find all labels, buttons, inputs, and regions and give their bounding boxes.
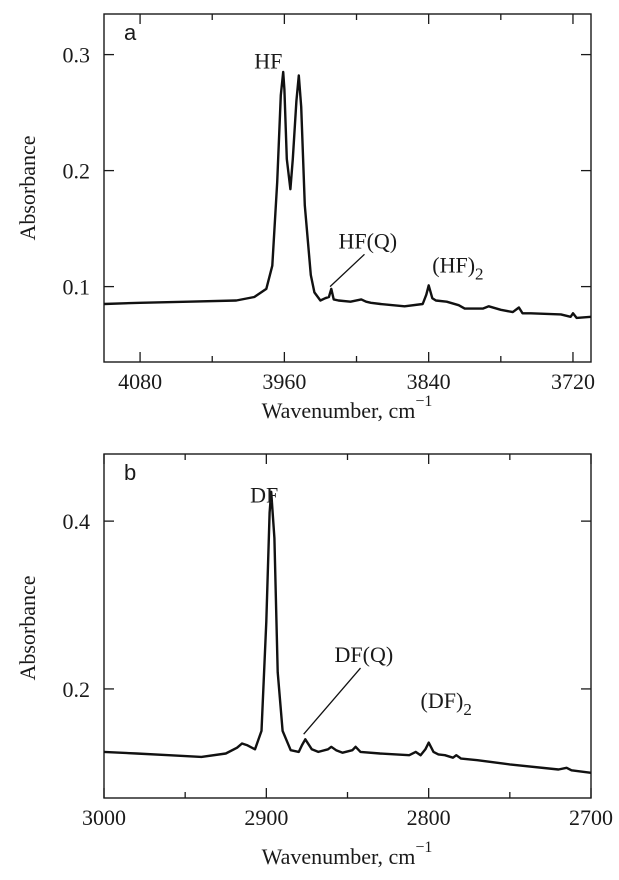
- panel-a-letter: a: [124, 20, 137, 45]
- panel-b-xlabel-sup: −1: [415, 839, 432, 856]
- x-tick-label: 2900: [244, 805, 288, 830]
- peak-annotation: DF(Q): [335, 642, 394, 667]
- panel-b: 3000 2900 2800 2700 0.2 0.4 b DF DF(Q) (DF)2 A…: [15, 453, 613, 869]
- x-tick-label: 3000: [82, 805, 126, 830]
- y-tick-label: 0.3: [63, 43, 91, 68]
- panel-a-frame: [103, 13, 592, 363]
- x-tick-label: 3840: [407, 369, 451, 394]
- panel-b-frame: [103, 453, 592, 799]
- panel-b-xlabel-text: Wavenumber, cm: [262, 844, 416, 869]
- panel-a-x-ticks: 4080 3960 3840 3720: [118, 14, 595, 394]
- peak-annotation: (DF)2: [421, 688, 472, 719]
- x-tick-label: 3960: [262, 369, 306, 394]
- y-tick-label: 0.4: [63, 509, 91, 534]
- panel-a-spectrum-line: [103, 70, 592, 320]
- peak-annotation: (HF)2: [432, 253, 483, 284]
- panel-b-letter: b: [124, 460, 136, 485]
- panel-b-xlabel: Wavenumber, cm−1: [262, 839, 433, 869]
- y-tick-label: 0.2: [63, 677, 91, 702]
- y-tick-label: 0.2: [63, 159, 91, 184]
- y-tick-label: 0.1: [63, 275, 91, 300]
- panel-a-xlabel: Wavenumber, cm−1: [262, 393, 433, 423]
- panel-a-xlabel-sup: −1: [415, 393, 432, 410]
- panel-b-y-ticks: 0.2 0.4: [63, 509, 591, 702]
- panel-b-annotations: DF DF(Q) (DF)2: [250, 483, 472, 735]
- annotation-leader-line: [329, 253, 365, 288]
- panel-a-annotations: HF HF(Q) (HF)2: [254, 49, 484, 288]
- panel-b-x-ticks: 3000 2900 2800 2700: [82, 454, 613, 830]
- panel-b-ylabel: Absorbance: [15, 575, 40, 680]
- panel-b-spectrum-line: [103, 490, 592, 774]
- panel-a-y-ticks: 0.1 0.2 0.3: [63, 43, 591, 300]
- x-tick-label: 4080: [118, 369, 162, 394]
- peak-annotation: DF: [250, 483, 278, 508]
- annotation-leader-line: [303, 667, 362, 735]
- panel-a: 4080 3960 3840 3720 0.1 0.2 0.3 a HF HF(Q) (HF)…: [15, 13, 595, 423]
- peak-annotation: HF: [254, 49, 282, 74]
- panel-a-ylabel: Absorbance: [15, 135, 40, 240]
- x-tick-label: 2800: [407, 805, 451, 830]
- x-tick-label: 2700: [569, 805, 613, 830]
- x-tick-label: 3720: [551, 369, 595, 394]
- panel-a-xlabel-text: Wavenumber, cm: [262, 398, 416, 423]
- peak-annotation: HF(Q): [338, 228, 397, 253]
